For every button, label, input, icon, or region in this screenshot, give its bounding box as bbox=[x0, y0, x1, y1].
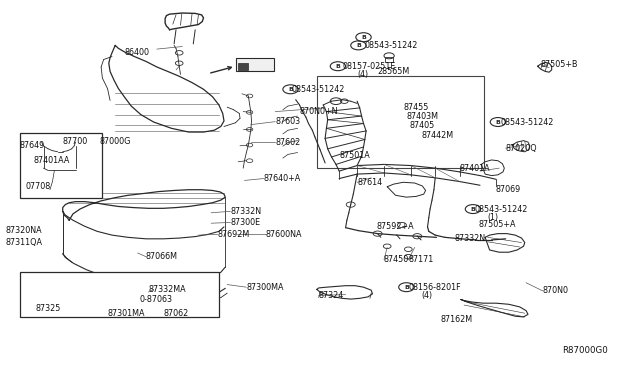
Text: B: B bbox=[335, 64, 340, 69]
Text: 87602: 87602 bbox=[275, 138, 300, 147]
Text: 87020Q: 87020Q bbox=[506, 144, 537, 153]
Text: B: B bbox=[288, 87, 293, 92]
Text: 87649: 87649 bbox=[19, 141, 44, 150]
Bar bbox=[385, 57, 393, 62]
Text: 87405: 87405 bbox=[410, 121, 435, 130]
Text: (4): (4) bbox=[421, 291, 432, 300]
Text: 87700: 87700 bbox=[63, 137, 88, 146]
Text: 87692M: 87692M bbox=[218, 230, 250, 239]
Text: B: B bbox=[356, 43, 361, 48]
Text: 87320NA: 87320NA bbox=[5, 226, 42, 235]
Text: (4): (4) bbox=[357, 70, 368, 79]
Text: 08157-0251E: 08157-0251E bbox=[342, 62, 396, 71]
Bar bbox=[238, 63, 248, 70]
Text: 87300E: 87300E bbox=[230, 218, 260, 227]
Text: 87600NA: 87600NA bbox=[266, 230, 302, 239]
Text: 87403M: 87403M bbox=[406, 112, 438, 121]
Text: 87311QA: 87311QA bbox=[5, 238, 42, 247]
Text: 87640+A: 87640+A bbox=[264, 174, 301, 183]
Text: 87162M: 87162M bbox=[440, 315, 472, 324]
Bar bbox=[317, 76, 484, 168]
Text: 87066M: 87066M bbox=[146, 252, 178, 261]
Text: 87332N: 87332N bbox=[454, 234, 486, 243]
Bar bbox=[138, 294, 152, 298]
Text: B: B bbox=[470, 206, 476, 212]
Text: 87505+A: 87505+A bbox=[479, 220, 516, 229]
Bar bbox=[157, 294, 171, 298]
Text: 08543-51242: 08543-51242 bbox=[365, 41, 418, 50]
Text: 87332MA: 87332MA bbox=[148, 285, 186, 294]
Text: 87592+A: 87592+A bbox=[376, 222, 414, 231]
Text: 0-87063: 0-87063 bbox=[140, 295, 173, 304]
Text: B: B bbox=[361, 35, 366, 40]
Text: 08543-51242: 08543-51242 bbox=[500, 118, 554, 126]
Text: 87501A: 87501A bbox=[339, 151, 370, 160]
Text: 87603: 87603 bbox=[275, 117, 300, 126]
Text: 87300MA: 87300MA bbox=[246, 283, 284, 292]
Text: 87324: 87324 bbox=[319, 291, 344, 300]
Text: 87325: 87325 bbox=[35, 304, 61, 312]
Text: 08543-51242: 08543-51242 bbox=[292, 85, 345, 94]
Bar bbox=[20, 272, 219, 317]
Bar bbox=[178, 294, 188, 298]
Text: 87505+B: 87505+B bbox=[541, 60, 579, 69]
Text: 87401AA: 87401AA bbox=[34, 156, 70, 165]
Text: 28565M: 28565M bbox=[378, 67, 410, 76]
Text: 87442M: 87442M bbox=[421, 131, 453, 140]
Text: 87614: 87614 bbox=[357, 178, 382, 187]
Text: 87069: 87069 bbox=[496, 185, 521, 194]
Text: 08156-8201F: 08156-8201F bbox=[408, 283, 461, 292]
Text: 87332N: 87332N bbox=[230, 207, 262, 216]
Text: 87171: 87171 bbox=[408, 255, 433, 264]
Text: 87455: 87455 bbox=[403, 103, 429, 112]
Text: 87401A: 87401A bbox=[460, 164, 490, 173]
Text: 87450: 87450 bbox=[384, 255, 409, 264]
Bar bbox=[20, 133, 102, 198]
Text: 870N0: 870N0 bbox=[543, 286, 569, 295]
Text: 08543-51242: 08543-51242 bbox=[475, 205, 528, 214]
Text: 870N0+N: 870N0+N bbox=[300, 107, 338, 116]
Text: 87301MA: 87301MA bbox=[108, 309, 145, 318]
Text: B: B bbox=[495, 119, 500, 125]
Text: (1): (1) bbox=[488, 213, 499, 222]
Text: 07708: 07708 bbox=[26, 182, 51, 191]
Text: R87000G0: R87000G0 bbox=[562, 346, 607, 355]
Bar bbox=[236, 58, 274, 71]
Text: 86400: 86400 bbox=[125, 48, 150, 57]
Text: 87000G: 87000G bbox=[99, 137, 131, 146]
Text: 87062: 87062 bbox=[164, 309, 189, 318]
Text: B: B bbox=[404, 285, 409, 290]
